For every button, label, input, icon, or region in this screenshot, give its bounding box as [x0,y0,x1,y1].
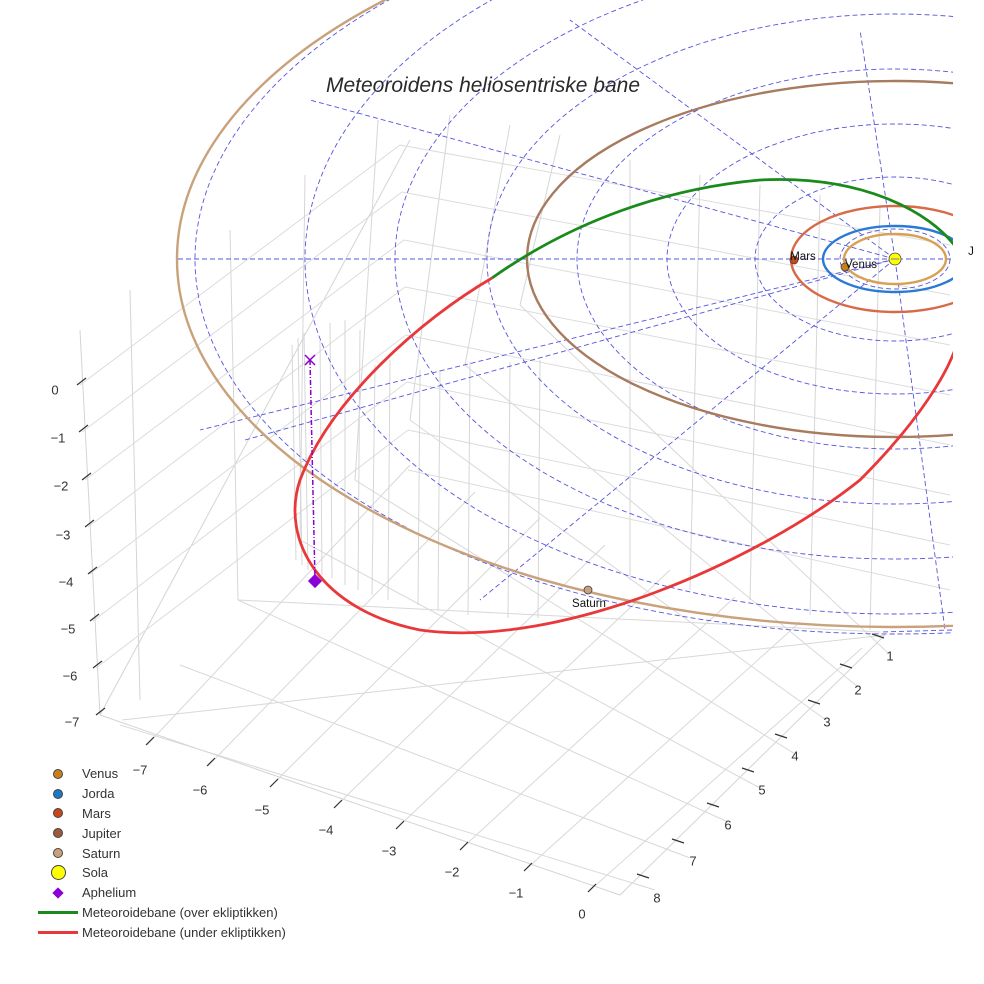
legend-label: Jupiter [82,825,122,841]
saturn-marker [583,585,593,595]
x-tick-label: −7 [132,762,148,778]
jupiter-label-clipped: J [968,246,974,258]
sola-dot-icon [50,865,66,881]
legend-item-jorda: Jorda [38,784,286,804]
mars-dot-icon [53,808,63,819]
venus-orbit [842,232,948,286]
orbit-over-ecliptic [491,178,953,280]
x-tick-label: −4 [318,822,334,838]
jorda-dot-icon [53,788,63,799]
saturn-orbit [176,0,953,629]
legend-item-jupiter: Jupiter [38,823,286,843]
y-tick-label: 6 [724,817,732,833]
x-tick-label: 0 [578,906,586,922]
legend-label: Mars [82,805,111,821]
red-line-icon [38,931,78,934]
axis-ticks [76,377,885,893]
venus-marker [840,262,850,272]
legend-label: Meteoroidebane (over ekliptikken) [82,904,278,920]
legend-item-aphelium: Aphelium [38,883,286,903]
legend-label: Meteoroidebane (under ekliptikken) [82,924,286,940]
legend-label: Saturn [82,845,121,861]
mars-label: Mars [790,251,816,263]
x-tick-label: −2 [444,864,460,880]
legend-label: Venus [82,766,119,782]
mars-marker [789,255,799,265]
y-tick-label: 1 [886,648,894,664]
y-tick-label: 3 [823,714,831,730]
legend: Venus Jorda Mars Jupiter Saturn Sola Aph… [38,764,286,942]
x-tick-label: −5 [254,802,270,818]
floor-grid [119,304,889,893]
legend-item-sola: Sola [38,863,286,883]
venus-label: Venus [845,259,877,271]
legend-item-saturn: Saturn [38,843,286,863]
y-tick-label: 4 [791,748,799,764]
z-tick-label: −4 [58,574,74,590]
z-tick-label: −5 [60,621,76,637]
saturn-label: Saturn [572,598,606,610]
legend-label: Sola [82,865,109,881]
venus-dot-icon [53,768,63,779]
chart-title: Meteoroidens heliosentriske bane [326,74,641,97]
planet-orbits [176,0,953,629]
aphelium-marker [304,354,323,589]
y-tick-label: 5 [758,782,766,798]
orbit-under-ecliptic [293,276,953,635]
green-line-icon [38,911,78,914]
jupiter-orbit [525,79,953,439]
z-tick-label: −2 [53,478,69,494]
z-tick-label: −1 [50,430,66,446]
x-tick-label: −1 [508,885,524,901]
x-tick-label: −3 [381,843,397,859]
aphelium-diamond-icon [307,573,323,589]
legend-item-mars: Mars [38,804,286,824]
y-tick-label: 2 [854,682,862,698]
legend-item-orbit-over: Meteoroidebane (over ekliptikken) [38,903,286,923]
y-tick-label: 7 [689,853,697,869]
planet-markers [583,252,902,595]
legend-label: Jorda [82,786,115,802]
x-tick-label: −6 [192,782,208,798]
jorda-orbit [821,224,953,294]
jupiter-dot-icon [53,828,63,839]
legend-item-venus: Venus [38,764,286,784]
legend-label: Aphelium [82,885,137,901]
y-tick-label: 8 [653,890,661,906]
meteoroid-orbit [293,178,953,635]
aphelium-diamond-icon [52,887,64,899]
aphelium-projection-x-icon [304,354,316,366]
z-tick-label: −3 [55,527,71,543]
legend-item-orbit-under: Meteoroidebane (under ekliptikken) [38,922,286,942]
z-tick-label: −7 [64,714,80,730]
z-tick-label: 0 [51,382,59,398]
z-tick-label: −6 [62,668,78,684]
saturn-dot-icon [53,848,63,859]
